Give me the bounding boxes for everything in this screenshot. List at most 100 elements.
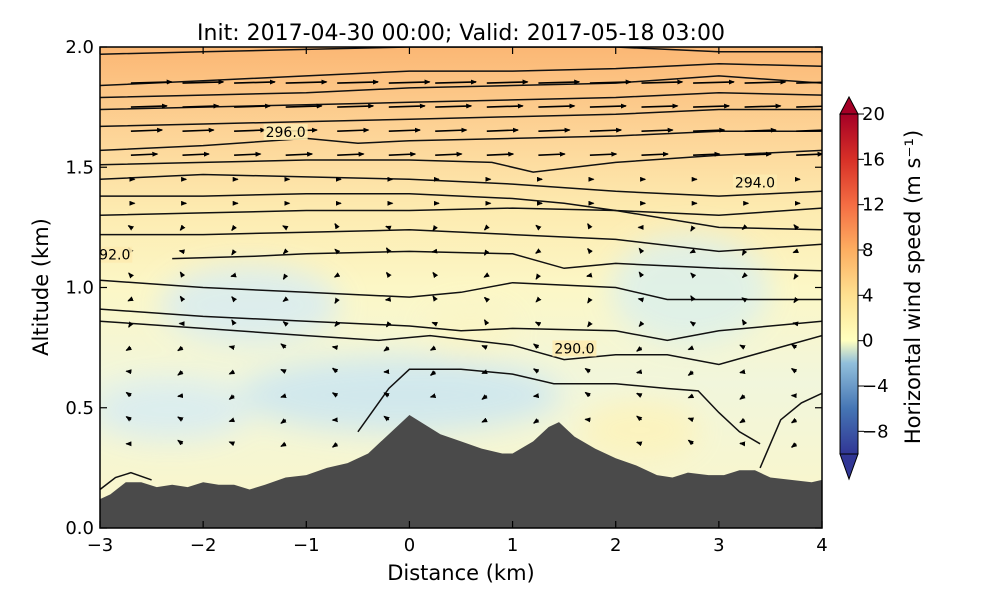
wind-vector	[638, 271, 645, 278]
wind-vector	[280, 343, 287, 350]
wind-vector	[282, 248, 289, 255]
wind-vector	[589, 151, 618, 157]
wind-vector	[796, 151, 822, 157]
wind-vector	[635, 369, 643, 375]
wind-vector	[534, 321, 542, 327]
wind-vector	[486, 103, 524, 109]
wind-vector	[435, 79, 477, 85]
theta-contour-line	[100, 229, 822, 253]
wind-vector	[177, 370, 184, 376]
wind-vector	[388, 103, 426, 109]
y-axis: 0.0 0.5 1.0 1.5 2.0	[65, 37, 822, 539]
wind-vector	[228, 441, 236, 447]
wind-vector	[234, 127, 267, 133]
wind-vector	[481, 394, 488, 400]
wind-vector	[177, 439, 184, 446]
wind-vector	[587, 297, 593, 304]
wind-vector	[689, 248, 696, 254]
wind-vector	[331, 345, 339, 351]
wind-vector	[693, 127, 726, 133]
wind-vector	[790, 367, 798, 374]
wind-vector	[739, 369, 746, 375]
wind-vector	[793, 296, 800, 304]
wind-vector	[179, 271, 186, 278]
wind-vector	[230, 272, 237, 278]
wind-vector	[589, 79, 632, 85]
theta-contour-line	[100, 471, 152, 491]
wind-vector	[744, 79, 787, 85]
wind-vector	[385, 321, 392, 328]
theta-contour-line	[100, 130, 822, 152]
wind-vector	[535, 296, 542, 303]
x-tick-label: 1	[507, 535, 518, 556]
wind-vector	[535, 224, 542, 231]
x-tick-label: 3	[713, 535, 724, 556]
wind-vector	[228, 345, 235, 351]
contour-label-bg	[263, 123, 308, 140]
wind-vector	[383, 392, 390, 398]
colorbar-tick-label: 0	[862, 331, 873, 352]
wind-vector	[383, 415, 390, 422]
wind-vector	[739, 394, 746, 400]
wind-vector	[125, 416, 132, 422]
wind-vector	[435, 103, 473, 109]
wind-vector	[127, 225, 135, 231]
wind-vector	[231, 249, 237, 256]
wind-vector	[690, 272, 697, 279]
wind-vector	[231, 224, 237, 232]
wind-vector	[538, 79, 581, 85]
x-tick-label: 2	[610, 535, 621, 556]
wind-vector	[739, 344, 746, 350]
wind-vector	[182, 127, 215, 133]
wind-vector	[429, 393, 437, 399]
wind-vector	[385, 271, 392, 279]
wind-vector	[693, 79, 735, 85]
wind-vector	[388, 79, 431, 85]
wind-vector	[741, 319, 748, 326]
wind-vector	[486, 79, 529, 85]
theta-contour-line	[100, 75, 822, 99]
wind-vector	[741, 249, 748, 256]
wind-vector	[741, 297, 748, 303]
wind-vector	[435, 127, 468, 133]
wind-vector	[744, 103, 782, 109]
wind-vector	[331, 442, 339, 448]
wind-vector	[589, 103, 627, 109]
wind-vector	[228, 417, 236, 423]
contour-label-bg	[732, 174, 777, 191]
y-tick-label: 1.5	[65, 157, 94, 178]
wind-vector	[793, 224, 800, 231]
wind-vector	[337, 79, 379, 85]
colorbar-tick-label: 16	[862, 149, 885, 170]
wind-vector	[690, 295, 696, 302]
x-tick-label: −1	[293, 535, 320, 556]
wind-vector	[535, 248, 542, 254]
wind-vector	[532, 393, 540, 399]
wind-vector	[285, 103, 323, 109]
wind-vector	[693, 103, 731, 109]
wind-vector	[334, 297, 340, 304]
wind-vector	[483, 319, 490, 326]
wind-vector	[483, 249, 490, 256]
colorbar-body	[839, 113, 859, 455]
wind-vector	[587, 321, 593, 328]
wind-vector	[178, 249, 186, 255]
x-tick-label: −3	[87, 535, 114, 556]
wind-vector	[280, 393, 287, 399]
theta-contour-line	[100, 207, 822, 231]
wind-vector	[234, 151, 262, 157]
wind-vector	[584, 391, 591, 398]
wind-vector	[790, 442, 798, 448]
x-tick-label: 4	[816, 535, 827, 556]
wind-vector	[435, 151, 463, 157]
wind-vector	[285, 79, 328, 85]
wind-vector	[231, 319, 237, 326]
colorbar-tick-label: 4	[862, 285, 873, 306]
wind-vector	[481, 369, 488, 375]
wind-vector	[228, 369, 236, 375]
wind-vector	[431, 248, 438, 254]
wind-vector	[486, 151, 515, 157]
wind-vector	[584, 417, 591, 423]
wind-vector	[636, 346, 643, 352]
wind-vector	[385, 225, 392, 231]
